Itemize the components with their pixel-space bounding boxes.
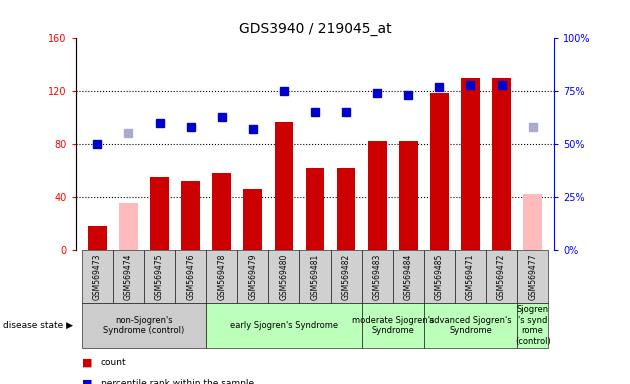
Text: GSM569481: GSM569481 — [311, 253, 319, 300]
Bar — [243, 189, 262, 250]
Text: GSM569473: GSM569473 — [93, 253, 102, 300]
Text: GSM569471: GSM569471 — [466, 253, 475, 300]
Text: percentile rank within the sample: percentile rank within the sample — [101, 379, 254, 384]
Text: GSM569475: GSM569475 — [155, 253, 164, 300]
Bar — [337, 168, 355, 250]
Text: GSM569479: GSM569479 — [248, 253, 257, 300]
Bar — [492, 78, 511, 250]
Text: GSM569480: GSM569480 — [280, 253, 289, 300]
Text: GSM569477: GSM569477 — [528, 253, 537, 300]
Bar — [119, 204, 138, 250]
Text: GSM569485: GSM569485 — [435, 253, 444, 300]
Text: count: count — [101, 358, 127, 367]
Bar — [430, 93, 449, 250]
Bar — [275, 122, 293, 250]
Bar — [524, 194, 542, 250]
Text: moderate Sjogren's
Syndrome: moderate Sjogren's Syndrome — [352, 316, 434, 335]
Bar — [88, 226, 106, 250]
Text: Sjogren
's synd
rome
(control): Sjogren 's synd rome (control) — [515, 305, 551, 346]
Text: advanced Sjogren's
Syndrome: advanced Sjogren's Syndrome — [429, 316, 512, 335]
Text: GSM569474: GSM569474 — [124, 253, 133, 300]
Text: GSM569482: GSM569482 — [341, 253, 350, 300]
Bar — [461, 78, 480, 250]
Text: GSM569476: GSM569476 — [186, 253, 195, 300]
Text: GSM569478: GSM569478 — [217, 253, 226, 300]
Text: disease state ▶: disease state ▶ — [3, 321, 73, 330]
Title: GDS3940 / 219045_at: GDS3940 / 219045_at — [239, 22, 391, 36]
Text: early Sjogren's Syndrome: early Sjogren's Syndrome — [230, 321, 338, 330]
Text: GSM569483: GSM569483 — [373, 253, 382, 300]
Bar — [150, 177, 169, 250]
Text: GSM569484: GSM569484 — [404, 253, 413, 300]
Bar — [212, 173, 231, 250]
Text: GSM569472: GSM569472 — [497, 253, 506, 300]
Bar — [399, 141, 418, 250]
Text: non-Sjogren's
Syndrome (control): non-Sjogren's Syndrome (control) — [103, 316, 185, 335]
Bar — [306, 168, 324, 250]
Text: ■: ■ — [82, 379, 93, 384]
Text: ■: ■ — [82, 358, 93, 368]
Bar — [368, 141, 387, 250]
Bar — [181, 181, 200, 250]
